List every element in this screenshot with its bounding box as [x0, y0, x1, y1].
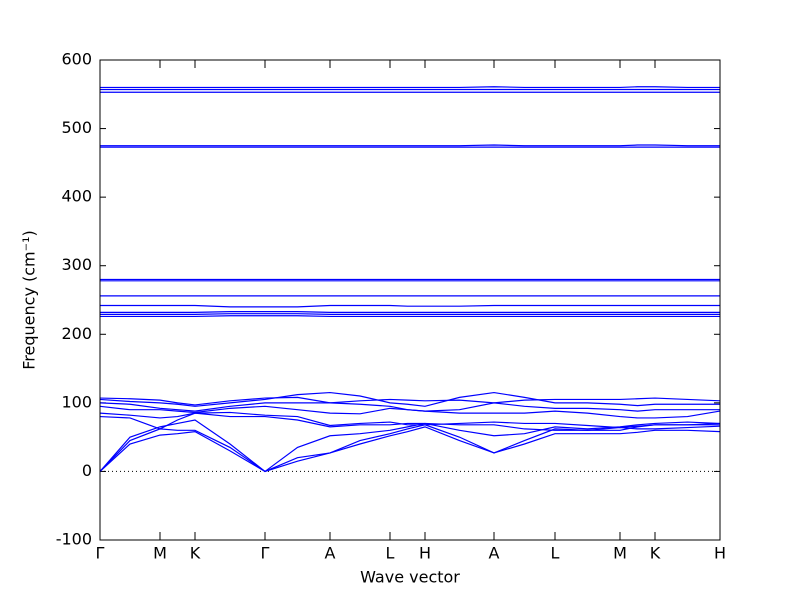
- band-line: [99, 419, 721, 473]
- y-tick-label: 300: [61, 255, 92, 274]
- y-tick-label: 500: [61, 118, 92, 137]
- plot-frame: [99, 59, 721, 541]
- x-tick-label: H: [714, 544, 726, 563]
- band-line: [99, 402, 720, 412]
- x-tick-label: L: [551, 544, 560, 563]
- x-tick-label: A: [489, 544, 500, 563]
- band-line: [99, 396, 721, 406]
- y-tick-label: 400: [61, 187, 92, 206]
- y-axis-label: Frequency (cm⁻¹): [20, 230, 39, 369]
- band-line: [100, 144, 720, 147]
- band-line: [99, 412, 721, 431]
- x-tick-label: Γ: [96, 544, 105, 563]
- band-line: [99, 411, 721, 429]
- x-tick-label: L: [386, 544, 395, 563]
- y-tick-label: 600: [61, 50, 92, 69]
- y-tick-label: 100: [61, 392, 92, 411]
- band-line: [99, 424, 720, 473]
- x-tick-label: K: [190, 544, 201, 563]
- y-tick-label: -100: [56, 530, 92, 549]
- band-line: [99, 391, 720, 407]
- x-axis-label: Wave vector: [360, 568, 460, 587]
- x-tick-label: K: [650, 544, 661, 563]
- band-line: [100, 86, 720, 89]
- x-tick-label: M: [153, 544, 167, 563]
- x-tick-label: Γ: [261, 544, 270, 563]
- band-line: [99, 426, 721, 473]
- y-tick-label: 200: [61, 324, 92, 343]
- band-line: [100, 313, 720, 315]
- band-line: [100, 304, 720, 308]
- x-tick-label: M: [613, 544, 627, 563]
- band-line: [100, 315, 720, 318]
- x-tick-label: A: [325, 544, 336, 563]
- band-line: [100, 311, 720, 313]
- y-tick-label: 0: [82, 461, 92, 480]
- x-tick-label: H: [419, 544, 431, 563]
